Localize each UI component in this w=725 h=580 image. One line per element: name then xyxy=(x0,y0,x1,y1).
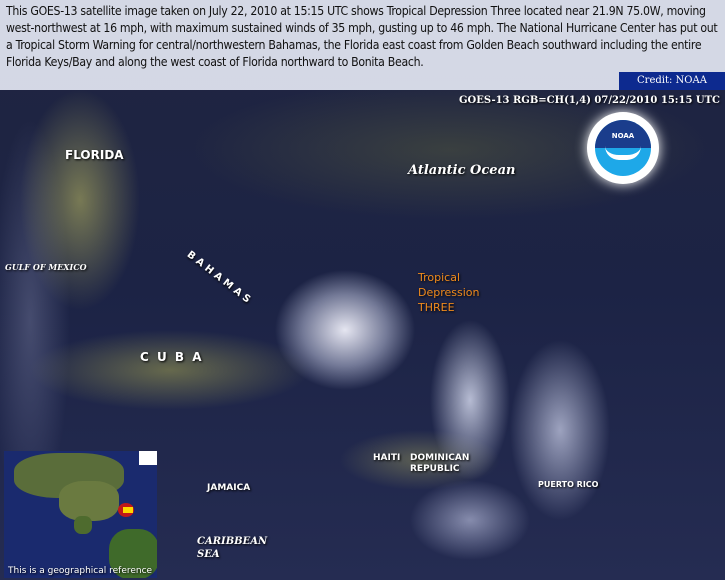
image-timestamp: GOES-13 RGB=CH(1,4) 07/22/2010 15:15 UTC xyxy=(458,95,720,106)
credit-badge: Credit: NOAA xyxy=(619,72,725,90)
label-jamaica: JAMAICA xyxy=(207,483,251,493)
dominican-line-1: DOMINICAN xyxy=(410,453,470,463)
label-atlantic-ocean: Atlantic Ocean xyxy=(408,163,516,178)
label-puerto-rico: PUERTO RICO xyxy=(538,480,599,489)
caribbean-line-2: SEA xyxy=(197,549,220,560)
noaa-logo: NOAA xyxy=(587,112,659,184)
label-florida: FLORIDA xyxy=(65,148,124,162)
noaa-logo-text: NOAA xyxy=(611,132,635,140)
label-caribbean-sea: CARIBBEAN SEA xyxy=(197,535,267,561)
dominican-line-2: REPUBLIC xyxy=(410,464,460,474)
label-haiti: HAITI xyxy=(373,453,401,463)
caption: This GOES-13 satellite image taken on Ju… xyxy=(0,0,725,90)
label-dominican-republic: DOMINICAN REPUBLIC xyxy=(410,453,469,475)
storm-location-arrow-icon xyxy=(118,503,134,517)
reference-map-inset xyxy=(4,451,157,578)
label-gulf-of-mexico: GULF OF MEXICO xyxy=(5,262,87,272)
label-cuba: C U B A xyxy=(140,350,204,364)
inset-caption: This is a geographical reference xyxy=(8,566,153,576)
storm-line-1: Tropical xyxy=(418,271,460,284)
label-storm: Tropical Depression THREE xyxy=(418,270,480,315)
storm-line-2: Depression xyxy=(418,286,480,299)
caribbean-line-1: CARIBBEAN xyxy=(197,536,268,547)
storm-line-3: THREE xyxy=(418,301,455,314)
